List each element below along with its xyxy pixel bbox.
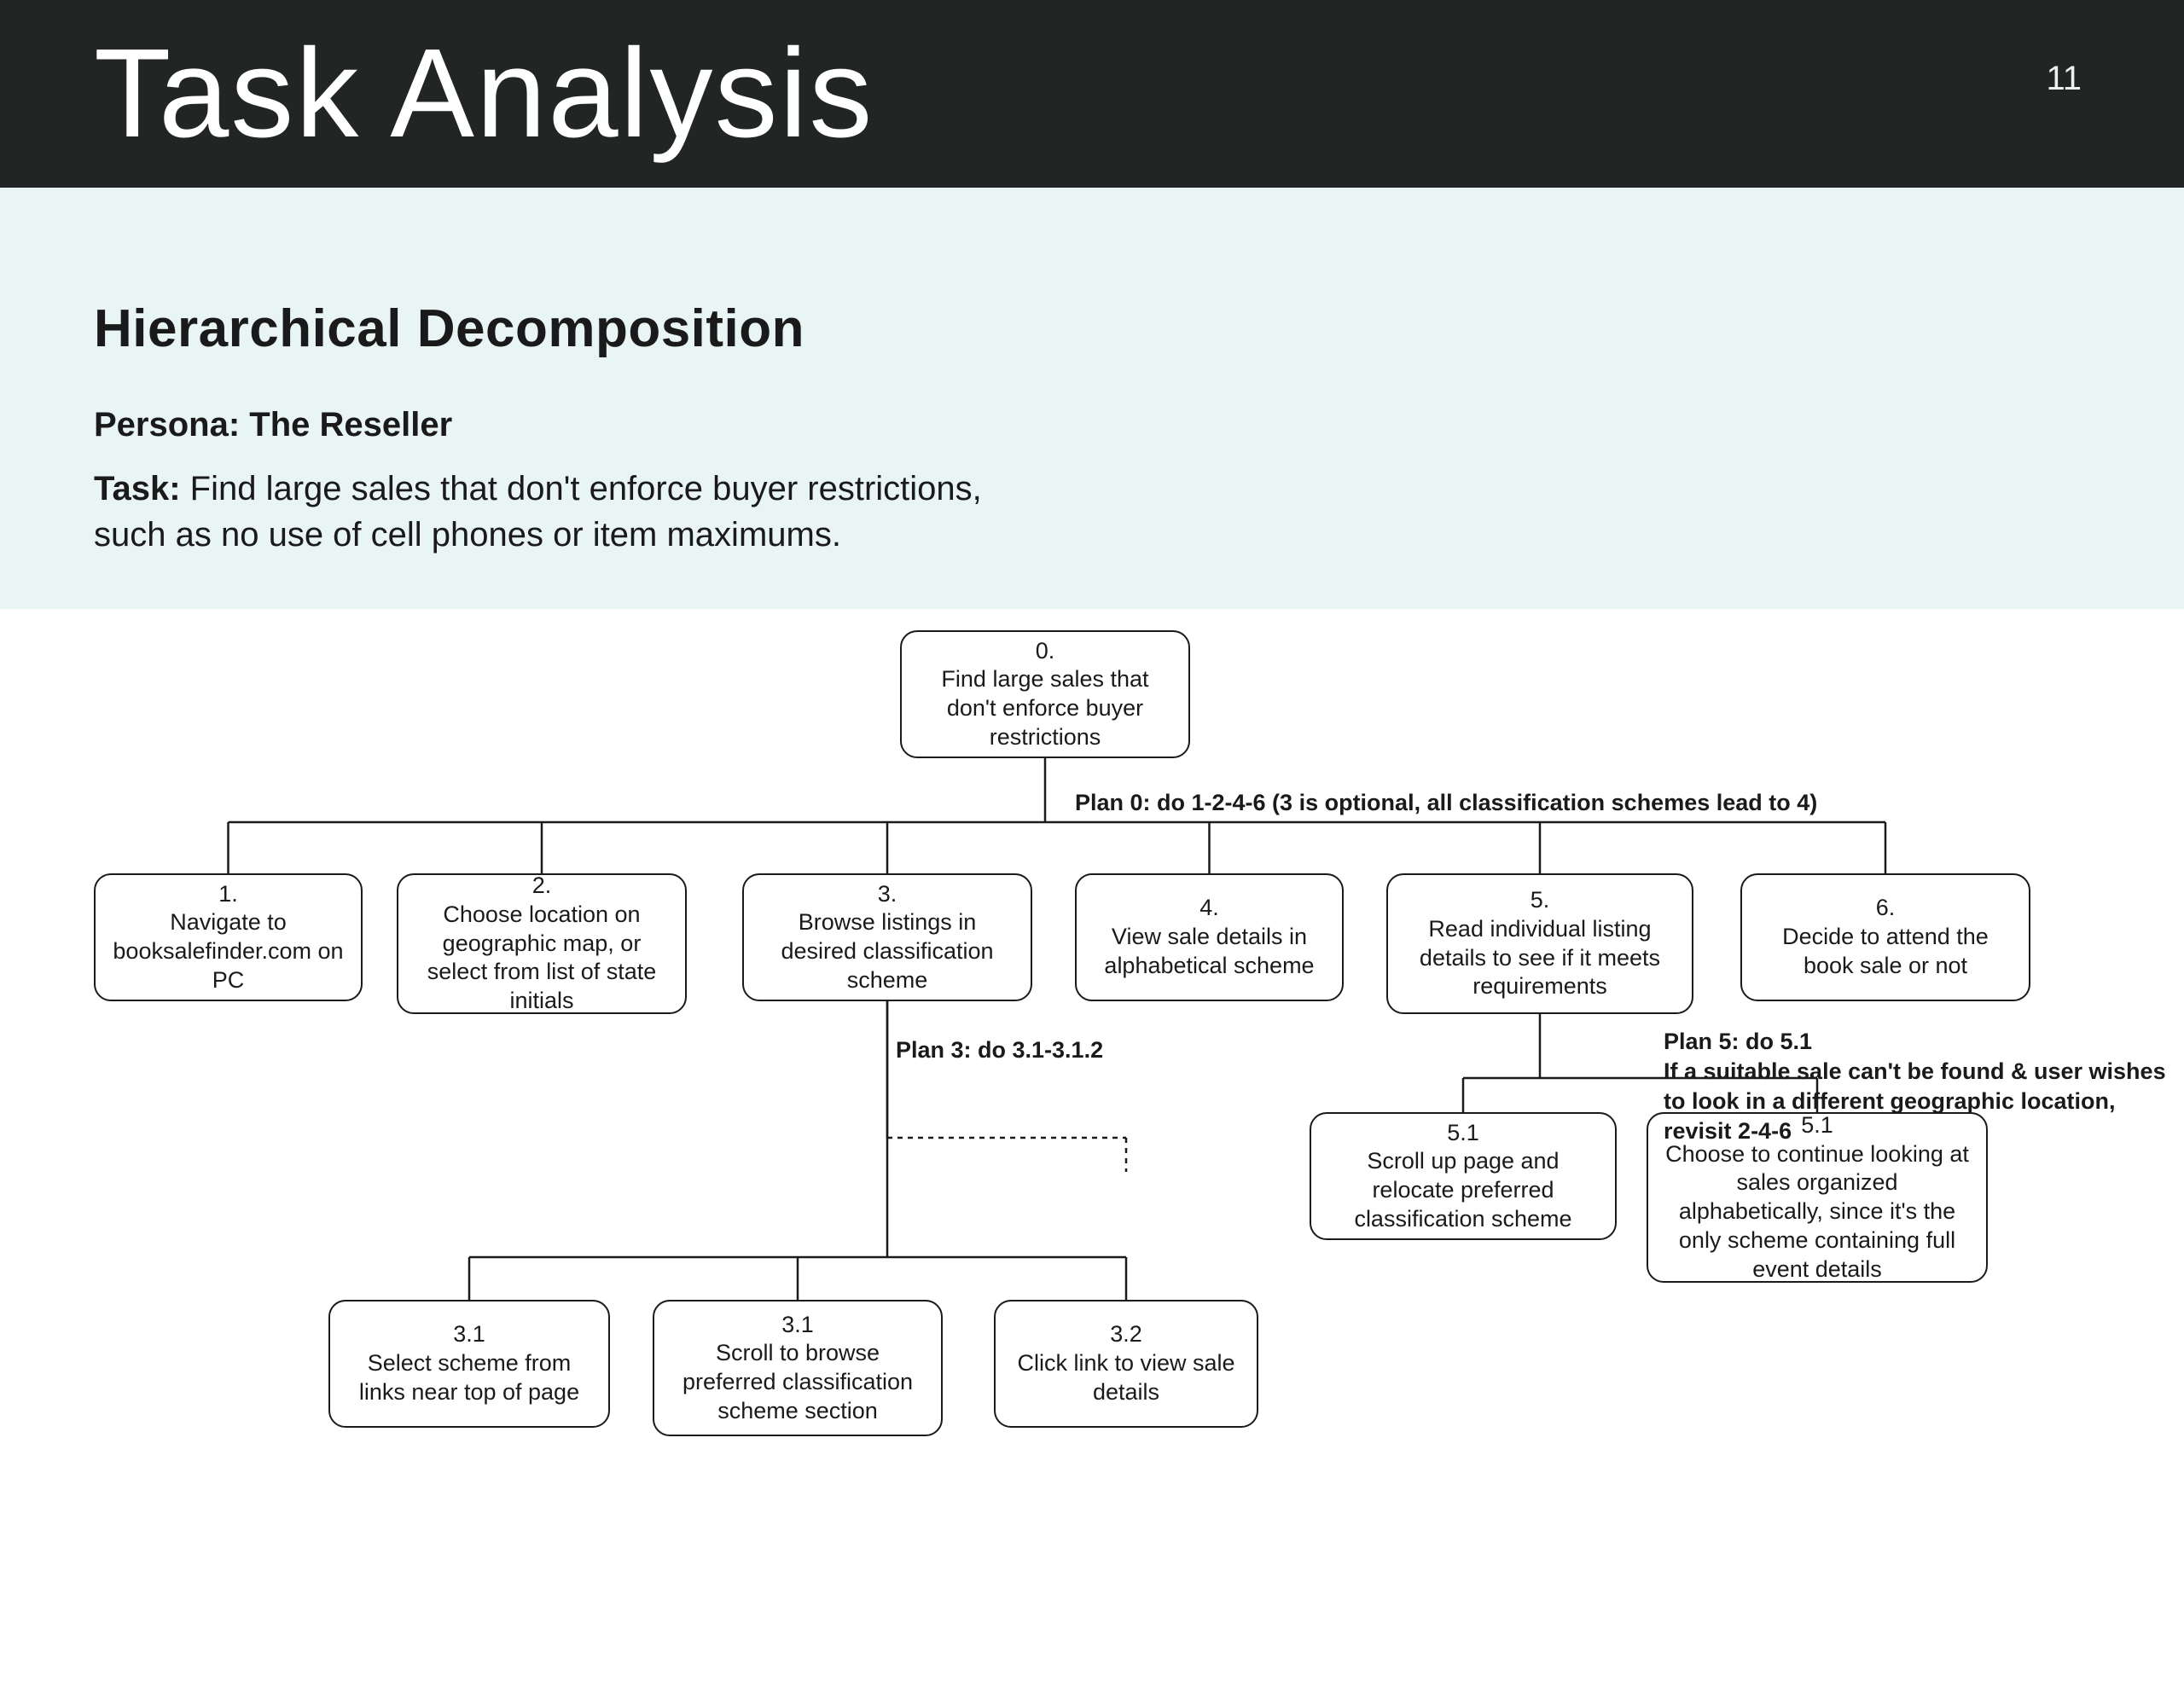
task-prefix: Task:	[94, 470, 181, 507]
hta-node-n3: 3.Browse listings in desired classificat…	[742, 873, 1032, 1001]
hta-node-n51a: 5.1Scroll up page and relocate preferred…	[1310, 1112, 1617, 1240]
hta-node-n31a: 3.1Select scheme from links near top of …	[328, 1300, 610, 1428]
plan-text-p5: Plan 5: do 5.1If a suitable sale can't b…	[1664, 1027, 2167, 1146]
page-header: Task Analysis 11	[0, 0, 2184, 188]
persona-label: Persona: The Reseller	[94, 406, 2090, 444]
hta-node-n6: 6.Decide to attend the book sale or not	[1740, 873, 2030, 1001]
page-title: Task Analysis	[94, 21, 874, 166]
page-number: 11	[2046, 60, 2082, 98]
intro-band: Hierarchical Decomposition Persona: The …	[0, 188, 2184, 609]
task-description: Task: Find large sales that don't enforc…	[94, 466, 1032, 558]
hta-node-n5: 5.Read individual listing details to see…	[1386, 873, 1693, 1014]
hta-node-n0: 0.Find large sales that don't enforce bu…	[900, 630, 1190, 758]
task-text: Find large sales that don't enforce buye…	[94, 470, 982, 554]
plan-text-p3: Plan 3: do 3.1-3.1.2	[896, 1035, 1237, 1065]
hta-node-n32: 3.2Click link to view sale details	[994, 1300, 1258, 1428]
plan-text-p0: Plan 0: do 1-2-4-6 (3 is optional, all c…	[1075, 788, 2013, 818]
hta-node-n4: 4.View sale details in alphabetical sche…	[1075, 873, 1344, 1001]
hta-node-n2: 2.Choose location on geographic map, or …	[397, 873, 687, 1014]
hta-diagram: 0.Find large sales that don't enforce bu…	[0, 609, 2184, 1581]
hta-node-n31b: 3.1Scroll to browse preferred classifica…	[653, 1300, 943, 1436]
section-heading: Hierarchical Decomposition	[94, 299, 2090, 359]
hta-node-n1: 1.Navigate to booksalefinder.com on PC	[94, 873, 363, 1001]
